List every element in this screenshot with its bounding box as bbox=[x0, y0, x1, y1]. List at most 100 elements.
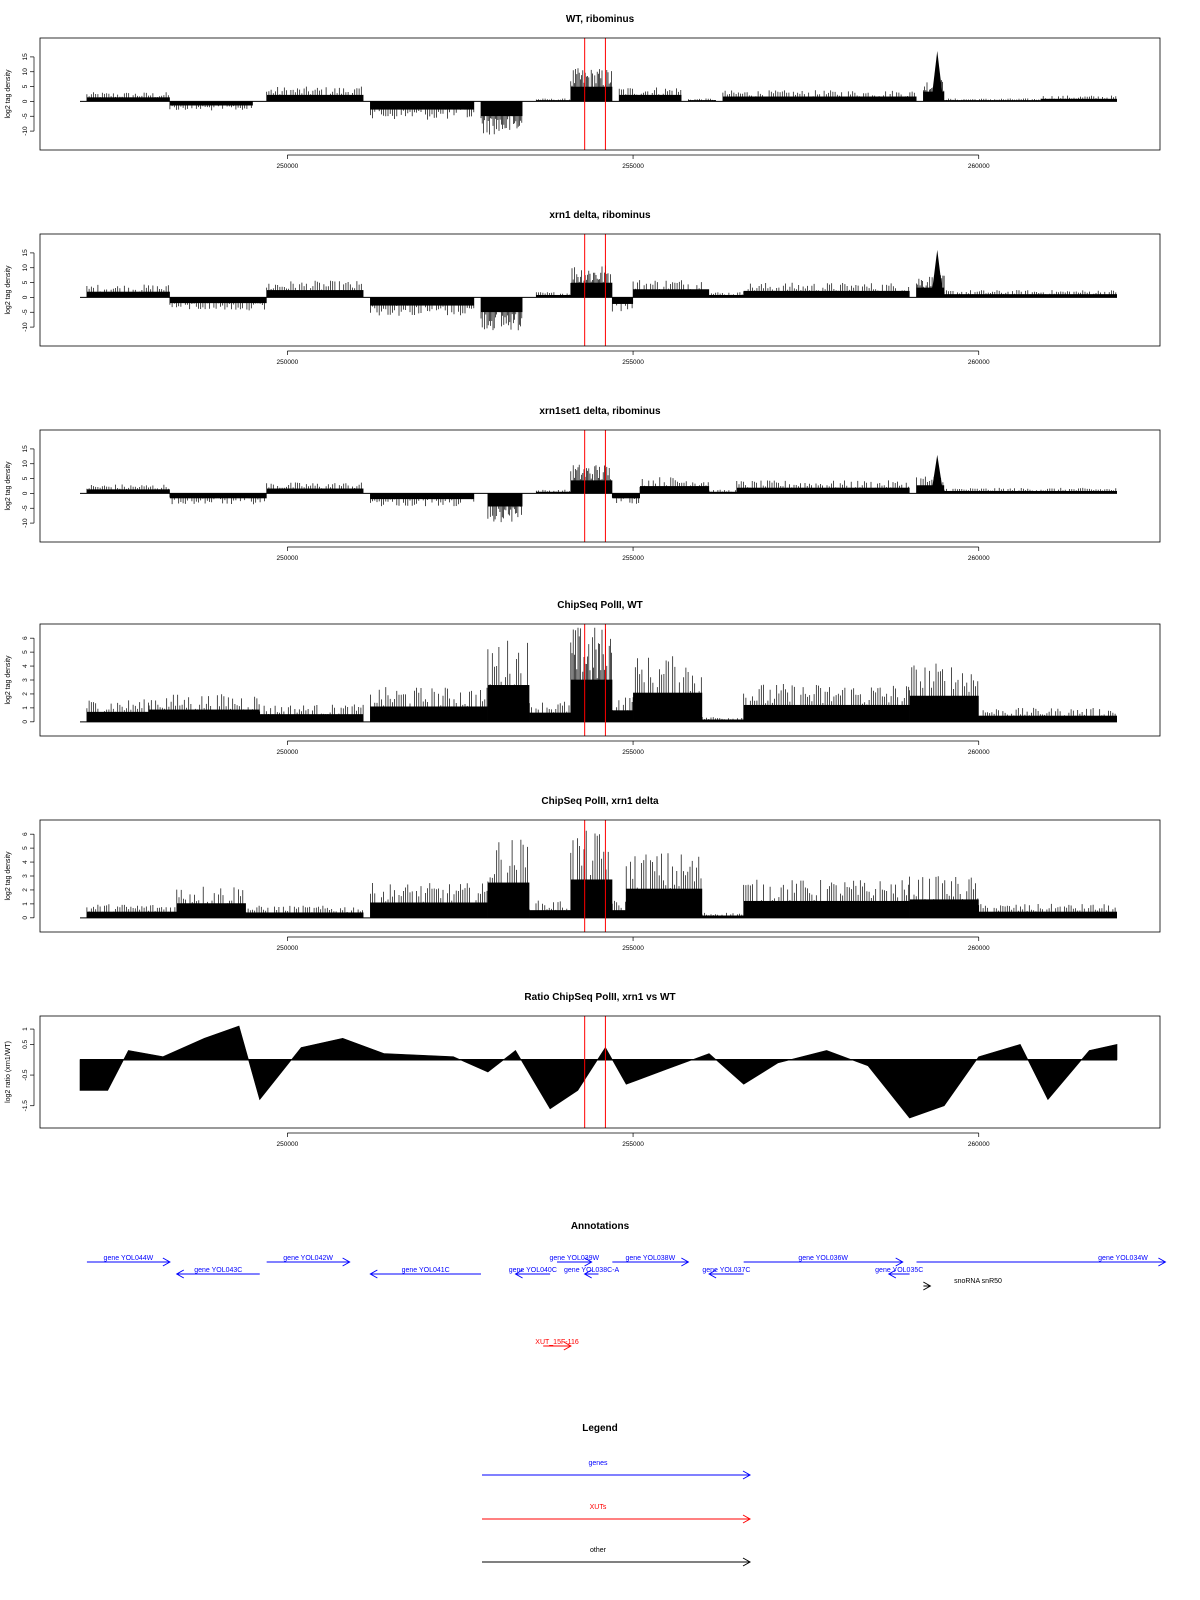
y-tick-label: 10 bbox=[22, 264, 29, 272]
y-tick-label: 6 bbox=[22, 636, 29, 640]
signal-segment bbox=[639, 477, 710, 494]
y-tick-label: -10 bbox=[22, 322, 29, 332]
y-tick-label: 5 bbox=[22, 650, 29, 654]
signal-segment bbox=[86, 284, 170, 298]
legend-item-label: other bbox=[590, 1547, 607, 1554]
y-tick-label: 15 bbox=[22, 445, 29, 453]
segment-core bbox=[487, 493, 523, 507]
panel-frame bbox=[39, 819, 1161, 933]
segment-bars bbox=[370, 101, 475, 120]
y-tick-label: 0 bbox=[22, 295, 29, 299]
signal-segment bbox=[708, 292, 744, 298]
panel-title: ChipSeq PolII, xrn1 delta bbox=[541, 796, 659, 807]
y-axis-label: log2 tag density bbox=[5, 265, 12, 315]
signal-segment bbox=[570, 830, 613, 918]
annotation-arrow bbox=[162, 1257, 171, 1267]
y-tick-label: -10 bbox=[22, 518, 29, 528]
legend-arrow bbox=[742, 1470, 752, 1480]
panel-1: WT, ribominus log2 tag density -10 -5 0 5 10 15… bbox=[5, 14, 1161, 170]
x-tick-label: 260000 bbox=[968, 555, 990, 562]
legend-arrow bbox=[742, 1557, 752, 1567]
annotation-arrow bbox=[342, 1257, 351, 1267]
x-tick-label: 260000 bbox=[968, 163, 990, 170]
segment-bars bbox=[86, 904, 176, 918]
annotation-arrow bbox=[895, 1257, 904, 1267]
y-tick-label: 15 bbox=[22, 249, 29, 257]
y-tick-label: 5 bbox=[22, 846, 29, 850]
segment-core bbox=[944, 490, 1117, 494]
panel-frame bbox=[39, 623, 1161, 737]
annotation-label: gene YOL040C bbox=[509, 1267, 557, 1274]
segment-bars bbox=[86, 699, 149, 722]
panel-title: WT, ribominus bbox=[566, 14, 635, 25]
segment-bars bbox=[722, 90, 915, 102]
y-tick-label: 3 bbox=[22, 874, 29, 878]
y-tick-label: 15 bbox=[22, 53, 29, 61]
segment-core bbox=[259, 714, 364, 722]
segment-bars bbox=[978, 903, 1116, 918]
segment-bars bbox=[618, 87, 682, 102]
ratio-area bbox=[79, 1025, 1118, 1119]
signal-segment bbox=[570, 68, 613, 102]
legend-title: Legend bbox=[582, 1423, 618, 1434]
signal-segment bbox=[370, 687, 488, 722]
signal-segment bbox=[943, 290, 1117, 298]
segment-bars bbox=[743, 684, 910, 722]
panel-3: xrn1set1 delta, ribominus log2 tag densit… bbox=[5, 406, 1161, 562]
segment-bars bbox=[632, 656, 702, 722]
segment-core bbox=[916, 485, 945, 494]
segment-bars bbox=[480, 297, 523, 331]
y-tick-label: 1 bbox=[22, 902, 29, 906]
y-tick-label: 5 bbox=[22, 476, 29, 480]
annotation-arrow bbox=[887, 1269, 897, 1279]
panel-5: ChipSeq PolII, xrn1 delta log2 tag densit… bbox=[5, 796, 1161, 952]
segment-bars bbox=[266, 86, 362, 102]
panel-title: xrn1 delta, ribominus bbox=[549, 210, 651, 221]
annotation-arrow bbox=[708, 1269, 717, 1279]
segment-bars bbox=[909, 876, 979, 918]
signal-segment bbox=[480, 101, 523, 135]
y-tick-label: 4 bbox=[22, 860, 29, 864]
x-tick-label: 255000 bbox=[622, 1141, 644, 1148]
panel-frame bbox=[39, 429, 1161, 543]
segment-bars bbox=[480, 101, 523, 135]
annotation-label: gene YOL038W bbox=[626, 1255, 676, 1262]
segment-core bbox=[639, 486, 710, 494]
segment-bars bbox=[259, 704, 364, 722]
panel-title: xrn1set1 delta, ribominus bbox=[539, 406, 661, 417]
segment-bars bbox=[266, 482, 362, 494]
x-tick-label: 250000 bbox=[277, 163, 299, 170]
signal-segment bbox=[632, 656, 703, 722]
signal-segment bbox=[86, 484, 170, 494]
signal-segment bbox=[618, 87, 682, 102]
signal-segment bbox=[743, 282, 910, 298]
y-axis-label: log2 tag density bbox=[5, 655, 12, 705]
y-tick-label: -0.5 bbox=[22, 1069, 29, 1081]
segment-bars bbox=[743, 282, 910, 298]
signal-segment bbox=[570, 265, 613, 298]
segment-bars bbox=[535, 292, 570, 298]
segment-core bbox=[978, 715, 1117, 722]
panel-title: ChipSeq PolII, WT bbox=[557, 600, 643, 611]
signal-segment bbox=[176, 886, 246, 918]
segment-core bbox=[633, 692, 703, 722]
segment-core bbox=[978, 911, 1117, 918]
annotation-gene: gene YOL042W bbox=[266, 1255, 351, 1267]
segment-core bbox=[370, 101, 475, 110]
x-tick-label: 255000 bbox=[622, 359, 644, 366]
signal-segment bbox=[370, 883, 488, 918]
x-tick-label: 255000 bbox=[622, 945, 644, 952]
x-tick-label: 250000 bbox=[277, 555, 299, 562]
segment-bars bbox=[86, 284, 169, 298]
y-axis-label: log2 tag density bbox=[5, 461, 12, 511]
y-tick-label: 0 bbox=[22, 720, 29, 724]
signal-segment bbox=[169, 297, 267, 311]
legend-arrow bbox=[742, 1514, 752, 1524]
segment-bars bbox=[370, 297, 475, 316]
y-tick-label: -1.5 bbox=[22, 1100, 29, 1112]
panel-6: Ratio ChipSeq PolII, xrn1 vs WT log2 rati… bbox=[5, 992, 1161, 1148]
segment-bars bbox=[169, 493, 265, 505]
annotation-label: gene YOL042W bbox=[283, 1255, 333, 1262]
annotation-gene: gene YOL034W bbox=[916, 1255, 1167, 1267]
